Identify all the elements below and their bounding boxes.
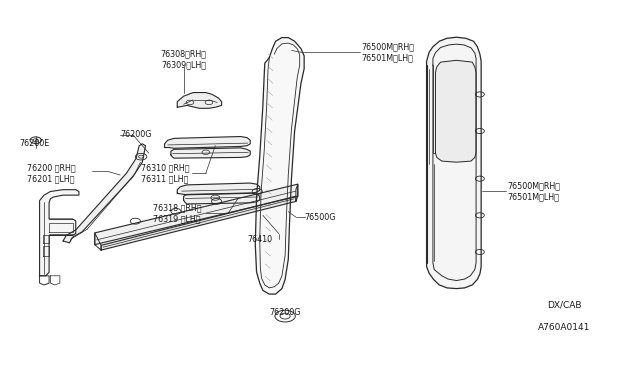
Polygon shape <box>95 184 298 245</box>
Polygon shape <box>177 183 260 195</box>
Text: 76318 〈RH〉
76319 〈LH〉: 76318 〈RH〉 76319 〈LH〉 <box>153 203 202 224</box>
Polygon shape <box>255 38 304 294</box>
Text: 76410: 76410 <box>247 235 272 244</box>
Polygon shape <box>63 144 145 243</box>
Text: 76310 〈RH〉
76311 〈LH〉: 76310 〈RH〉 76311 〈LH〉 <box>141 163 189 183</box>
Polygon shape <box>171 148 250 158</box>
Polygon shape <box>184 193 260 204</box>
Polygon shape <box>177 93 221 108</box>
Polygon shape <box>435 60 476 162</box>
Polygon shape <box>101 196 296 250</box>
Text: 76200G: 76200G <box>269 308 301 317</box>
Text: DX/CAB: DX/CAB <box>547 301 582 310</box>
Text: 76500G: 76500G <box>305 213 336 222</box>
Polygon shape <box>164 137 250 148</box>
Polygon shape <box>40 190 79 276</box>
Text: 76200E: 76200E <box>19 140 49 148</box>
Text: 76308〈RH〉
76309〈LH〉: 76308〈RH〉 76309〈LH〉 <box>161 49 207 70</box>
Polygon shape <box>427 37 481 289</box>
Text: 76500M〈RH〉
76501M〈LH〉: 76500M〈RH〉 76501M〈LH〉 <box>361 42 414 62</box>
Text: 76200 〈RH〉
76201 〈LH〉: 76200 〈RH〉 76201 〈LH〉 <box>27 163 76 183</box>
Text: A760A0141: A760A0141 <box>538 323 591 331</box>
Text: 76500M〈RH〉
76501M〈LH〉: 76500M〈RH〉 76501M〈LH〉 <box>507 182 560 202</box>
Text: 76200G: 76200G <box>120 130 152 139</box>
